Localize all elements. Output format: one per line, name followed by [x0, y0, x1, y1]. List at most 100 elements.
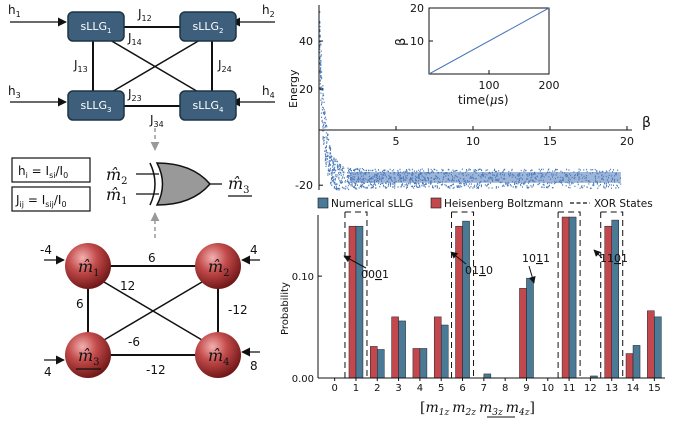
inset-ytick-label: 10 [410, 35, 424, 48]
bar-sllg-2 [377, 349, 385, 379]
bar-boltzmann-3 [391, 316, 399, 379]
weight-13: 6 [76, 297, 84, 311]
energy-ytick-label: 20 [299, 83, 313, 96]
bar-sllg-13 [611, 219, 619, 379]
h4-label: h4 [262, 84, 275, 100]
energy-xtick-label: 5 [393, 135, 400, 148]
prob-xtick-label: 1 [353, 383, 359, 394]
inset-ylabel: β [394, 38, 409, 46]
xor-box-1 [344, 211, 368, 379]
ising-node-2: m̂2 [195, 243, 241, 289]
annotation-0110: 0110 [465, 264, 493, 277]
prob-xtick-label: 2 [374, 383, 380, 394]
svg-text:sLLG1: sLLG1 [81, 20, 112, 35]
svg-text:sLLG2: sLLG2 [193, 20, 224, 35]
xor-gate: m̂2 m̂1 m̂3 [106, 162, 252, 207]
bar-sllg-7 [483, 373, 492, 379]
bias-4: 8 [250, 359, 258, 373]
annotation-arrow-0110 [450, 251, 467, 265]
energy-xlabel: β [642, 115, 651, 131]
annotation-arrow-0001 [343, 255, 367, 269]
weight-23: -6 [128, 335, 140, 349]
coupling-line-23 [109, 39, 201, 94]
energy-xtick-label: 10 [466, 135, 480, 148]
prob-xtick-label: 9 [523, 383, 529, 394]
bar-boltzmann-6 [455, 225, 463, 379]
prob-xtick-label: 13 [605, 383, 618, 394]
energy-ticks: 5 10 15 20 40 20 -20 [295, 35, 634, 192]
svg-text:m̂3: m̂3 [78, 346, 100, 368]
svg-text:m̂4: m̂4 [208, 346, 230, 368]
prob-xlabel: [m1z m2z m3z m4z] [420, 400, 535, 418]
annotation-arrow-1101 [593, 249, 603, 259]
energy-band [349, 171, 621, 183]
probability-chart: Numerical sLLG Heisenberg Boltzmann XOR … [280, 197, 665, 418]
bar-boltzmann-1 [348, 225, 357, 379]
beta-time-inset: 100 200 10 20 β time(μs) [394, 2, 560, 107]
bar-sllg-14 [632, 345, 641, 379]
prob-xtick-label: 14 [627, 383, 640, 394]
ising-edge-23 [103, 281, 203, 341]
probability-bars [348, 216, 662, 379]
bar-sllg-11 [568, 216, 577, 379]
prob-ylabel: Probability [280, 282, 291, 335]
bar-sllg-6 [462, 220, 470, 379]
j13-label: J13 [73, 58, 88, 74]
bar-sllg-15 [654, 316, 662, 379]
annotation-1101: 1101 [600, 252, 628, 265]
annotation-arrow-1011 [528, 265, 536, 284]
prob-xtick-label: 12 [584, 383, 597, 394]
prob-ticks: 0 1 2 3 4 5 6 7 8 9 10 11 12 13 14 150.000.10 [292, 272, 661, 394]
prob-xtick-label: 0 [331, 383, 337, 394]
sllg-node-2: sLLG2 [179, 11, 237, 42]
bar-boltzmann-2 [370, 346, 378, 379]
inset-xtick-label: 100 [479, 79, 500, 92]
bar-boltzmann-11 [561, 216, 570, 379]
xor-box-6 [451, 211, 475, 379]
bar-boltzmann-13 [604, 225, 612, 379]
energy-ylabel: Energy [287, 69, 300, 108]
inset-ticks: 100 200 10 20 [410, 2, 560, 92]
xor-box-13 [600, 211, 624, 379]
inset-xtick-label: 200 [539, 79, 560, 92]
weight-14: 12 [120, 279, 135, 293]
bias-2: 4 [250, 243, 258, 257]
prob-ytick-label: 0.00 [292, 374, 314, 385]
bar-sllg-3 [398, 320, 406, 379]
prob-xtick-label: 6 [459, 383, 465, 394]
prob-xtick-label: 15 [648, 383, 661, 394]
bar-boltzmann-9 [519, 288, 527, 379]
energy-xtick-label: 20 [620, 135, 634, 148]
ising-network: m̂1 m̂2 m̂3 m̂4 -4 4 4 8 6 12 6 -12 -6 -… [40, 243, 260, 379]
svg-text:sLLG4: sLLG4 [193, 99, 225, 114]
prob-xtick-label: 4 [417, 383, 423, 394]
legend-swatch-sllg [317, 197, 329, 209]
energy-ytick-label: 40 [299, 35, 313, 48]
j12-label: J12 [137, 7, 152, 23]
svg-text:Jij = Isij/I0: Jij = Isij/I0 [15, 193, 67, 209]
bar-sllg-9 [526, 277, 534, 379]
ising-node-1: m̂1 [65, 243, 111, 289]
prob-xtick-label: 11 [563, 383, 576, 394]
bar-boltzmann-4 [412, 348, 421, 379]
h3-label: h3 [8, 84, 21, 100]
sllg-network: sLLG1 sLLG2 sLLG3 sLLG4 h1 h2 h3 h4 J12 … [8, 3, 275, 129]
xor-state-boxes [344, 211, 624, 379]
j-equation-box: Jij = Isij/I0 [11, 186, 91, 212]
annotation-0001: 0001 [361, 268, 389, 281]
energy-scatter-cloud [319, 11, 622, 191]
ising-node-4: m̂4 [195, 332, 241, 378]
energy-chart: 5 10 15 20 40 20 -20 Energy β [287, 5, 651, 192]
xor-box-11 [557, 211, 581, 379]
legend-label-boltzmann: Heisenberg Boltzmann [444, 198, 563, 210]
j24-label: J24 [217, 58, 232, 74]
weight-34: -12 [146, 363, 166, 377]
legend-label-sllg: Numerical sLLG [331, 198, 413, 210]
prob-xtick-label: 10 [541, 383, 554, 394]
inset-xlabel: time(μs) [458, 93, 509, 107]
legend-swatch-boltzmann [430, 197, 442, 209]
bar-boltzmann-14 [625, 353, 634, 379]
beta-line [428, 7, 550, 75]
svg-text:sLLG3: sLLG3 [81, 99, 112, 114]
weight-12: 6 [148, 251, 156, 265]
